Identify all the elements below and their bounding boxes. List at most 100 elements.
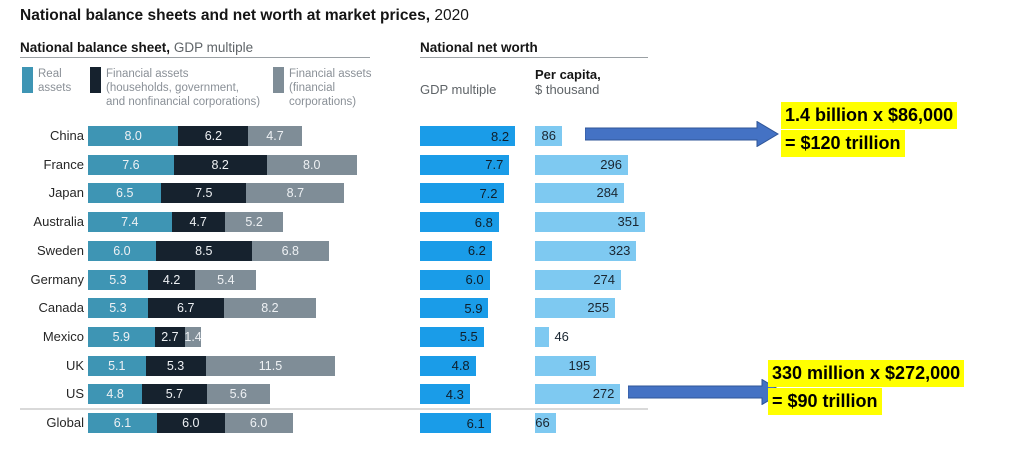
annotation-us-line1: 330 million x $272,000 (768, 360, 965, 387)
col-header-per-capita-unit: $ thousand (535, 82, 600, 97)
net-worth-gdp-bar: 4.8 (420, 355, 476, 376)
country-label: Sweden (37, 242, 84, 258)
per-capita-value: 274 (593, 271, 616, 287)
legend-item-real-assets: Real assets (22, 67, 71, 95)
bar-segment-financial-assets-households: 5.3 (145, 355, 206, 376)
chart-row-us: US 4.8 5.7 5.6 4.3 272 (0, 384, 1026, 405)
per-capita-value: 284 (596, 185, 619, 201)
country-label: Global (46, 415, 84, 430)
per-capita-bar: 272 (535, 384, 621, 405)
bar-segment-real-assets: 6.0 (88, 240, 156, 261)
legend-swatch-real-assets (22, 67, 33, 93)
bar-segment-real-assets: 5.3 (88, 269, 148, 290)
balance-sheet-header-rule (20, 57, 370, 58)
col-header-gdp-multiple: GDP multiple (420, 82, 497, 97)
arrow-right-icon-us (628, 379, 784, 405)
chart-row-global: Global 6.1 6.0 6.0 6.1 66 (0, 413, 1026, 433)
net-worth-gdp-bar: 5.5 (420, 326, 484, 347)
balance-sheet-stacked-bar: 5.1 5.3 11.5 (88, 355, 336, 376)
page-title-year: 2020 (430, 7, 469, 24)
bar-segment-real-assets: 5.3 (88, 298, 148, 319)
chart-row-canada: Canada 5.3 6.7 8.2 5.9 255 (0, 298, 1026, 319)
per-capita-bar: 296 (535, 154, 628, 175)
per-capita-bar: 86 (535, 126, 562, 146)
bar-segment-financial-assets-households: 8.2 (173, 154, 267, 175)
bar-segment-real-assets: 8.0 (88, 126, 179, 146)
legend-item-financial-assets-corporations: Financial assets (financial corporations… (273, 67, 371, 109)
bar-segment-financial-assets-corporations: 4.7 (248, 126, 302, 146)
bar-segment-financial-assets-households: 4.7 (171, 212, 225, 233)
bar-segment-financial-assets-households: 2.7 (154, 326, 186, 347)
per-capita-bar: 195 (535, 355, 597, 376)
bar-segment-financial-assets-corporations: 8.7 (246, 183, 345, 204)
country-label: Germany (30, 271, 84, 287)
annotation-us-line2: = $90 trillion (768, 388, 882, 415)
net-worth-gdp-bar: 6.0 (420, 269, 490, 290)
balance-sheet-stacked-bar: 6.0 8.5 6.8 (88, 240, 329, 261)
bar-segment-real-assets: 7.4 (88, 212, 172, 233)
chart-row-mexico: Mexico 5.9 2.7 1.4 5.5 46 (0, 326, 1026, 347)
net-worth-gdp-bar: 8.2 (420, 126, 516, 146)
chart-row-sweden: Sweden 6.0 8.5 6.8 6.2 323 (0, 240, 1026, 261)
bar-segment-real-assets: 4.8 (88, 384, 143, 405)
country-label: France (43, 156, 84, 172)
balance-sheet-stacked-bar: 7.6 8.2 8.0 (88, 154, 357, 175)
balance-sheet-header: National balance sheet, GDP multiple (20, 40, 253, 55)
legend-label-financial-assets-corporations: Financial assets (financial corporations… (289, 68, 372, 108)
per-capita-bar: 284 (535, 183, 625, 204)
bar-segment-financial-assets-households: 6.7 (147, 298, 224, 319)
bar-segment-financial-assets-households: 6.0 (156, 413, 225, 433)
net-worth-gdp-bar: 5.9 (420, 298, 489, 319)
net-worth-gdp-bar: 7.7 (420, 154, 510, 175)
bar-segment-financial-assets-corporations: 8.0 (266, 154, 357, 175)
per-capita-value: 255 (587, 300, 610, 316)
per-capita-bar: 46 (535, 326, 569, 347)
balance-sheet-header-bold: National balance sheet, (20, 40, 171, 55)
per-capita-value: 272 (592, 386, 615, 402)
bar-segment-financial-assets-households: 5.7 (142, 384, 207, 405)
bar-segment-financial-assets-corporations: 5.6 (206, 384, 270, 405)
bar-segment-real-assets: 6.5 (88, 183, 162, 204)
balance-sheet-stacked-bar: 4.8 5.7 5.6 (88, 384, 270, 405)
legend-item-financial-assets-households: Financial assets (households, government… (90, 67, 260, 109)
country-label: UK (65, 357, 84, 373)
net-worth-header-text: National net worth (420, 40, 538, 55)
net-worth-header: National net worth (420, 40, 538, 55)
country-label: Japan (48, 185, 84, 201)
bar-segment-financial-assets-corporations: 8.2 (223, 298, 317, 319)
chart-row-uk: UK 5.1 5.3 11.5 4.8 195 (0, 355, 1026, 376)
col-header-per-capita: Per capita, $ thousand (535, 67, 601, 97)
bar-segment-financial-assets-households: 8.5 (155, 240, 252, 261)
legend-label-financial-assets-households: Financial assets (households, government… (106, 68, 261, 108)
net-worth-gdp-bar: 6.1 (420, 413, 491, 433)
bar-segment-financial-assets-corporations: 5.4 (195, 269, 257, 290)
country-label: Australia (33, 214, 84, 230)
annotation-us: 330 million x $272,000 = $90 trillion (768, 360, 965, 416)
chart-row-japan: Japan 6.5 7.5 8.7 7.2 284 (0, 183, 1026, 204)
bar-segment-financial-assets-households: 6.2 (178, 126, 249, 146)
page-title-main: National balance sheets and net worth at… (20, 7, 431, 24)
per-capita-value: 46 (554, 328, 569, 344)
bar-segment-financial-assets-corporations: 6.0 (224, 413, 293, 433)
balance-sheet-stacked-bar: 6.5 7.5 8.7 (88, 183, 345, 204)
balance-sheet-stacked-bar: 6.1 6.0 6.0 (88, 413, 293, 433)
chart-row-germany: Germany 5.3 4.2 5.4 6.0 274 (0, 269, 1026, 290)
col-header-per-capita-bold: Per capita, (535, 67, 601, 82)
per-capita-value: 323 (608, 242, 631, 258)
per-capita-value: 66 (535, 415, 550, 430)
annotation-china-line2: = $120 trillion (781, 130, 905, 157)
legend-label-real-assets: Real assets (38, 68, 72, 94)
bar-segment-financial-assets-corporations: 1.4 (184, 326, 202, 347)
per-capita-value: 195 (568, 357, 591, 373)
per-capita-value: 296 (600, 156, 622, 172)
legend-swatch-financial-assets-households (90, 67, 101, 93)
net-worth-gdp-bar: 4.3 (420, 384, 470, 405)
bar-segment-real-assets: 5.1 (88, 355, 146, 376)
chart-row-france: France 7.6 8.2 8.0 7.7 296 (0, 154, 1026, 175)
per-capita-value: 351 (617, 214, 640, 230)
page-title: National balance sheets and net worth at… (20, 7, 469, 25)
bar-segment-real-assets: 7.6 (88, 154, 174, 175)
country-label: Mexico (42, 328, 84, 344)
bar-segment-financial-assets-corporations: 6.8 (251, 240, 329, 261)
